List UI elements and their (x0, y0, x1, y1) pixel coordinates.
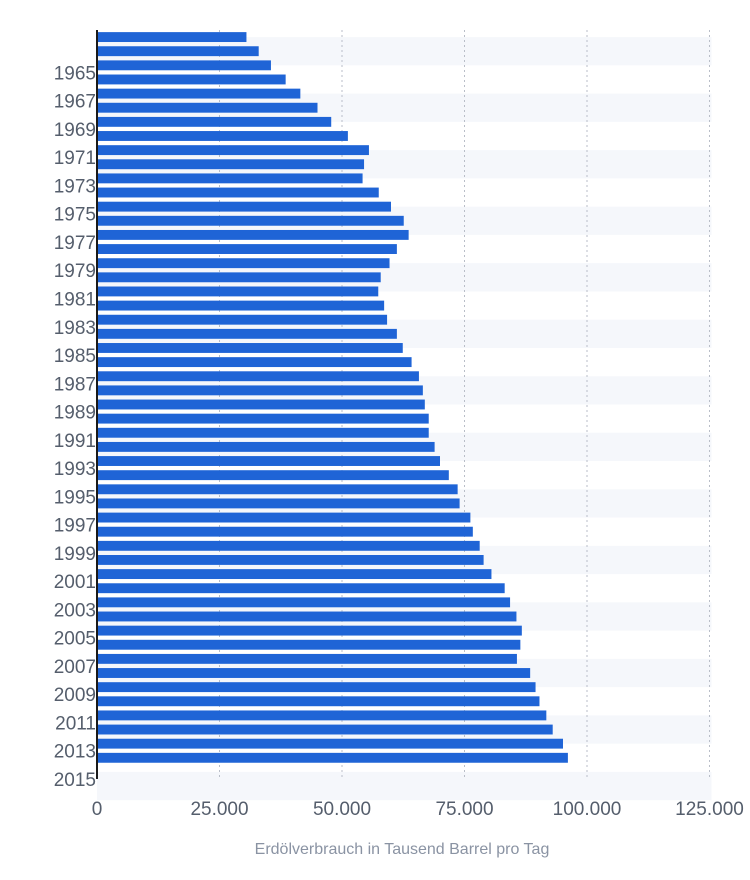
bar-1980 (97, 272, 381, 283)
bar-1975 (97, 201, 391, 212)
y-tick-label: 2003 (54, 600, 96, 621)
bar-1972 (97, 159, 365, 170)
bar-1973 (97, 173, 363, 184)
y-tick-label: 2009 (54, 685, 96, 706)
bar-1985 (97, 343, 403, 353)
bar-1983 (97, 314, 388, 325)
bar-1992 (97, 441, 435, 452)
x-tick-label: 0 (92, 799, 103, 820)
bar-2009 (97, 682, 536, 693)
y-tick-label: 1987 (54, 374, 96, 395)
bar-1966 (97, 74, 286, 85)
bar-2014 (97, 752, 568, 763)
bar-1979 (97, 258, 390, 269)
y-tick-label: 2011 (55, 713, 96, 734)
bar-2013 (97, 738, 563, 749)
row-band (97, 771, 712, 801)
y-tick-label: 1977 (54, 233, 96, 254)
bar-1963 (97, 32, 247, 43)
bar-1999 (97, 540, 480, 551)
bar-2003 (97, 597, 511, 608)
bar-1993 (97, 456, 440, 466)
bar-1964 (97, 46, 259, 57)
y-tick-label: 1967 (54, 92, 96, 113)
bar-1971 (97, 145, 369, 156)
y-tick-label: 2001 (54, 572, 96, 593)
y-tick-label: 2005 (54, 629, 96, 650)
bar-1984 (97, 328, 397, 339)
bar-1996 (97, 498, 460, 509)
y-tick-label: 1975 (54, 205, 96, 226)
bar-2008 (97, 668, 531, 678)
bar-1986 (97, 357, 412, 368)
bar-1967 (97, 88, 301, 99)
bar-2004 (97, 611, 517, 622)
bar-1974 (97, 187, 379, 198)
x-tick-label: 125.000 (675, 799, 744, 820)
y-tick-label: 2013 (54, 742, 96, 763)
y-tick-label: 1989 (54, 403, 96, 424)
bar-1978 (97, 244, 397, 254)
bar-1982 (97, 300, 385, 311)
x-tick-label: 100.000 (553, 799, 622, 820)
bar-2012 (97, 724, 553, 735)
bar-1997 (97, 512, 471, 523)
x-axis-title: Erdölverbrauch in Tausend Barrel pro Tag (255, 841, 550, 858)
y-tick-label: 1999 (54, 544, 96, 565)
bar-2010 (97, 696, 540, 707)
bar-1998 (97, 526, 473, 537)
y-tick-label: 1995 (54, 487, 96, 508)
bar-1977 (97, 229, 409, 240)
bar-1994 (97, 470, 449, 481)
y-tick-label: 1969 (54, 120, 96, 141)
bar-1991 (97, 427, 429, 438)
y-tick-label: 1981 (54, 290, 96, 311)
bar-1990 (97, 413, 429, 424)
y-tick-label: 1993 (54, 459, 96, 480)
y-tick-label: 1985 (54, 346, 96, 367)
bar-2005 (97, 625, 522, 636)
bar-2000 (97, 555, 484, 565)
bar-1965 (97, 60, 271, 71)
y-tick-label: 1973 (54, 176, 96, 197)
bar-2001 (97, 569, 492, 580)
bar-1976 (97, 215, 404, 226)
bar-1989 (97, 399, 425, 410)
bar-1968 (97, 102, 318, 113)
bar-1969 (97, 116, 332, 127)
x-tick-label: 50.000 (313, 799, 371, 820)
y-tick-labels: 1965 1967 1969 1971 1973 1975 1977 1979 1981 1983… (54, 63, 96, 791)
bar-1988 (97, 385, 423, 396)
y-tick-label: 1965 (54, 63, 96, 84)
bar-1995 (97, 484, 458, 495)
y-tick-label: 2015 (54, 770, 96, 791)
x-tick-label: 25.000 (190, 799, 248, 820)
bar-2002 (97, 583, 505, 594)
bar-2011 (97, 710, 547, 721)
y-tick-label: 1997 (54, 516, 96, 537)
y-tick-label: 2007 (54, 657, 96, 678)
y-tick-label: 1991 (54, 431, 96, 452)
bar-series (97, 32, 568, 763)
bar-1981 (97, 286, 379, 297)
y-tick-label: 1979 (54, 261, 96, 282)
y-tick-label: 1971 (54, 148, 96, 169)
bar-2006 (97, 639, 521, 650)
x-tick-labels: 0 25.000 50.000 75.000 100.000 125.000 (92, 799, 744, 820)
bar-2007 (97, 653, 517, 664)
y-tick-label: 1983 (54, 318, 96, 339)
x-tick-label: 75.000 (435, 799, 493, 820)
bar-1987 (97, 371, 419, 382)
bar-1970 (97, 131, 348, 141)
